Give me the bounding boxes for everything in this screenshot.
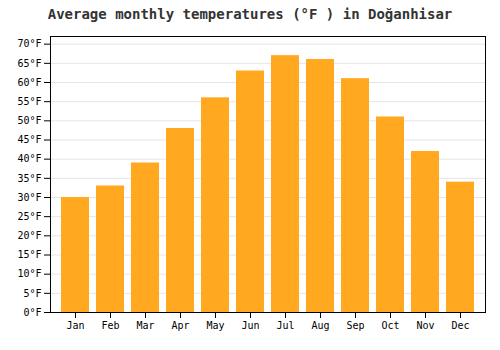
svg-text:May: May [206, 320, 224, 331]
svg-text:25°F: 25°F [17, 211, 41, 222]
svg-text:Jun: Jun [241, 320, 259, 331]
svg-text:Dec: Dec [451, 320, 469, 331]
svg-text:20°F: 20°F [17, 230, 41, 241]
svg-text:Sep: Sep [346, 320, 364, 331]
svg-text:55°F: 55°F [17, 96, 41, 107]
svg-text:Apr: Apr [171, 320, 189, 331]
svg-text:Oct: Oct [381, 320, 399, 331]
svg-text:0°F: 0°F [23, 307, 41, 318]
html-text:Average monthly temperatures (: Average monthly temperatures (°F ) in Do… [47, 6, 453, 22]
svg-text:60°F: 60°F [17, 77, 41, 88]
svg-text:40°F: 40°F [17, 153, 41, 164]
svg-text:Feb: Feb [101, 320, 119, 331]
svg-text:Jan: Jan [66, 320, 84, 331]
svg-text:45°F: 45°F [17, 134, 41, 145]
svg-text:Nov: Nov [416, 320, 434, 331]
svg-text:35°F: 35°F [17, 173, 41, 184]
svg-text:5°F: 5°F [23, 288, 41, 299]
svg-text:65°F: 65°F [17, 58, 41, 69]
svg-text:30°F: 30°F [17, 192, 41, 203]
svg-text:70°F: 70°F [17, 38, 41, 49]
svg-text:Mar: Mar [136, 320, 154, 331]
svg-text:50°F: 50°F [17, 115, 41, 126]
svg-text:Aug: Aug [311, 320, 329, 331]
svg-text:Jul: Jul [276, 320, 294, 331]
svg-text:15°F: 15°F [17, 249, 41, 260]
svg-text:10°F: 10°F [17, 268, 41, 279]
